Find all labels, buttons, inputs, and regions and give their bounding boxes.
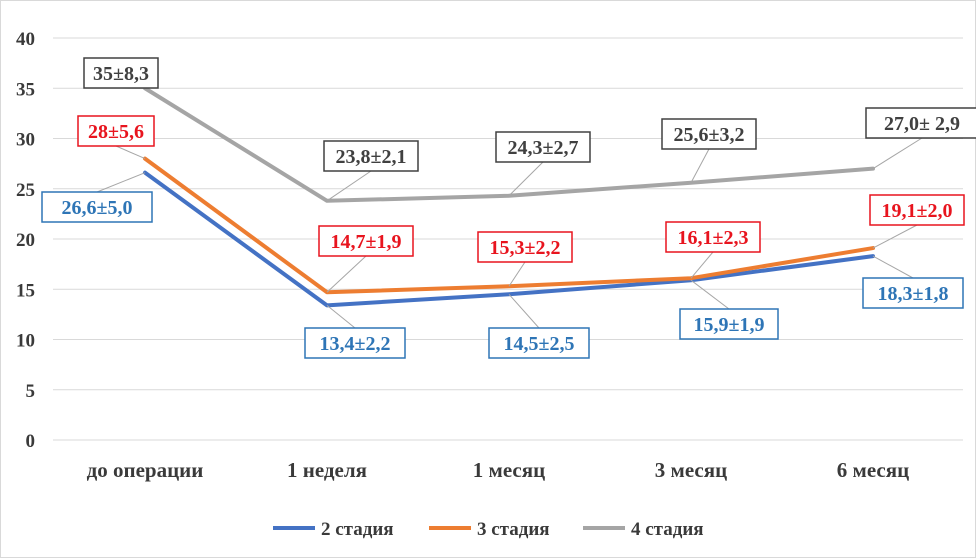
data-label-leader [873,225,917,248]
data-label: 35±8,3 [93,63,149,85]
data-label: 26,6±5,0 [62,197,133,219]
data-label-leader [509,294,539,328]
data-label: 25,6±3,2 [674,124,745,146]
y-tick-label: 10 [16,331,35,352]
data-label-leader [327,305,355,328]
x-tick-label: 3 месяц [655,458,727,482]
data-label: 15,3±2,2 [490,237,561,259]
data-label-leader [327,256,366,292]
data-label-leader [509,262,525,286]
data-label-leader [116,146,145,159]
data-label-leader [509,162,543,196]
y-tick-label: 20 [16,230,35,251]
legend-label: 4 стадия [631,519,704,540]
x-tick-label: 6 месяц [837,458,909,482]
x-tick-label: 1 месяц [473,458,545,482]
x-tick-label: до операции [87,458,204,482]
data-label: 24,3±2,7 [508,137,579,159]
data-label: 19,1±2,0 [882,200,953,222]
y-tick-label: 5 [26,381,36,402]
legend-label: 2 стадия [321,519,394,540]
y-tick-label: 0 [26,431,36,452]
data-label: 15,9±1,9 [694,314,765,336]
y-tick-label: 30 [16,130,35,151]
y-tick-label: 25 [16,180,35,201]
data-label-leader [691,280,729,309]
legend-label: 3 стадия [477,519,550,540]
data-label: 14,5±2,5 [504,333,575,355]
data-label-leader [873,256,913,278]
data-label: 18,3±1,8 [878,283,949,305]
y-tick-label: 40 [16,29,35,50]
data-label-leader [873,138,922,169]
data-label: 14,7±1,9 [331,231,402,253]
data-label: 28±5,6 [88,121,144,143]
data-label: 23,8±2,1 [336,146,407,168]
data-label: 27,0± 2,9 [884,113,960,135]
y-tick-label: 35 [16,79,35,100]
data-label-leader [691,149,709,183]
data-label: 13,4±2,2 [320,333,391,355]
y-tick-label: 15 [16,280,35,301]
data-label: 16,1±2,3 [678,227,749,249]
x-tick-label: 1 неделя [287,458,367,482]
data-label-leader [327,171,371,201]
